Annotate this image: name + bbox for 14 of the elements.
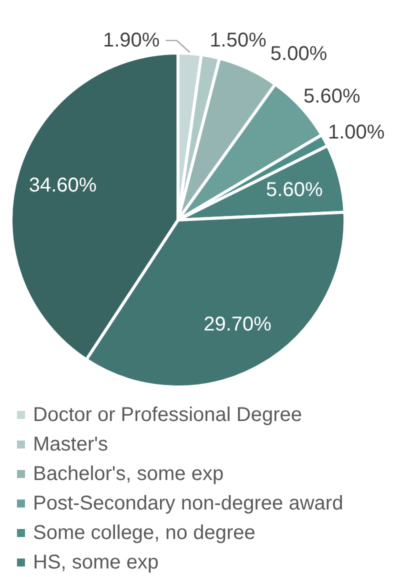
data-label: 5.60% bbox=[304, 85, 360, 108]
legend-label: HS, some exp bbox=[33, 552, 159, 574]
data-label: 1.90% bbox=[103, 30, 160, 52]
legend-label: Bachelor's, some exp bbox=[33, 463, 224, 485]
data-label: 5.00% bbox=[270, 43, 328, 66]
data-label: 29.70% bbox=[204, 313, 272, 336]
data-label: 1.00% bbox=[328, 122, 385, 144]
data-label: 1.50% bbox=[210, 30, 267, 52]
data-label: 5.60% bbox=[266, 178, 323, 201]
data-label: 34.60% bbox=[28, 174, 97, 197]
legend-label: Post-Secondary non-degree award bbox=[33, 492, 344, 514]
legend-label: Doctor or Professional Degree bbox=[33, 404, 302, 426]
legend-label: Some college, no degree bbox=[33, 522, 256, 544]
legend-label: Master's bbox=[33, 434, 108, 456]
